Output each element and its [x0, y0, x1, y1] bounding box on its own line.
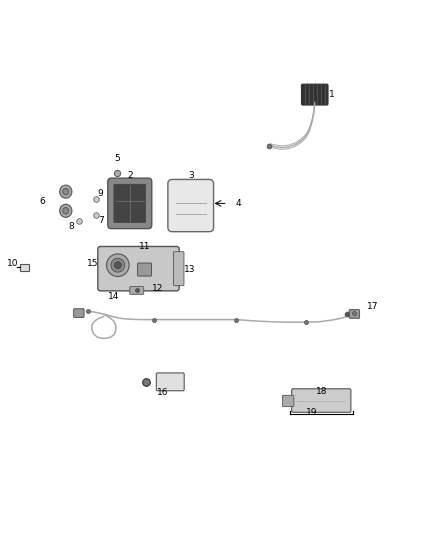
Ellipse shape — [60, 185, 72, 198]
FancyBboxPatch shape — [168, 180, 214, 232]
Text: 12: 12 — [152, 284, 164, 293]
Text: 5: 5 — [114, 154, 120, 163]
Text: 14: 14 — [108, 292, 120, 301]
Text: 11: 11 — [139, 243, 151, 252]
FancyBboxPatch shape — [20, 264, 29, 271]
Text: 8: 8 — [68, 222, 74, 231]
Text: 3: 3 — [188, 171, 194, 180]
Ellipse shape — [63, 207, 69, 214]
FancyBboxPatch shape — [108, 178, 152, 229]
FancyBboxPatch shape — [349, 310, 360, 318]
Text: 17: 17 — [367, 302, 378, 311]
Circle shape — [106, 254, 129, 277]
Text: 18: 18 — [315, 387, 327, 396]
FancyBboxPatch shape — [156, 373, 184, 391]
FancyBboxPatch shape — [301, 84, 328, 105]
FancyBboxPatch shape — [292, 389, 351, 413]
Ellipse shape — [63, 188, 69, 195]
Text: 16: 16 — [157, 388, 168, 397]
Text: 1: 1 — [329, 90, 335, 99]
Ellipse shape — [60, 204, 72, 217]
FancyBboxPatch shape — [173, 252, 184, 286]
Text: 15: 15 — [87, 259, 99, 268]
Text: 13: 13 — [184, 265, 195, 274]
Text: 10: 10 — [7, 260, 18, 269]
FancyBboxPatch shape — [98, 246, 179, 291]
Text: 7: 7 — [98, 216, 103, 225]
Text: 2: 2 — [127, 171, 133, 180]
Text: 9: 9 — [98, 189, 103, 198]
FancyBboxPatch shape — [114, 184, 146, 223]
FancyBboxPatch shape — [74, 309, 84, 318]
Text: 19: 19 — [307, 408, 318, 417]
Circle shape — [114, 262, 121, 269]
FancyBboxPatch shape — [283, 395, 294, 407]
Circle shape — [111, 258, 125, 272]
Text: 6: 6 — [40, 197, 46, 206]
FancyBboxPatch shape — [138, 263, 152, 276]
Text: 4: 4 — [236, 199, 241, 208]
FancyBboxPatch shape — [130, 287, 144, 294]
